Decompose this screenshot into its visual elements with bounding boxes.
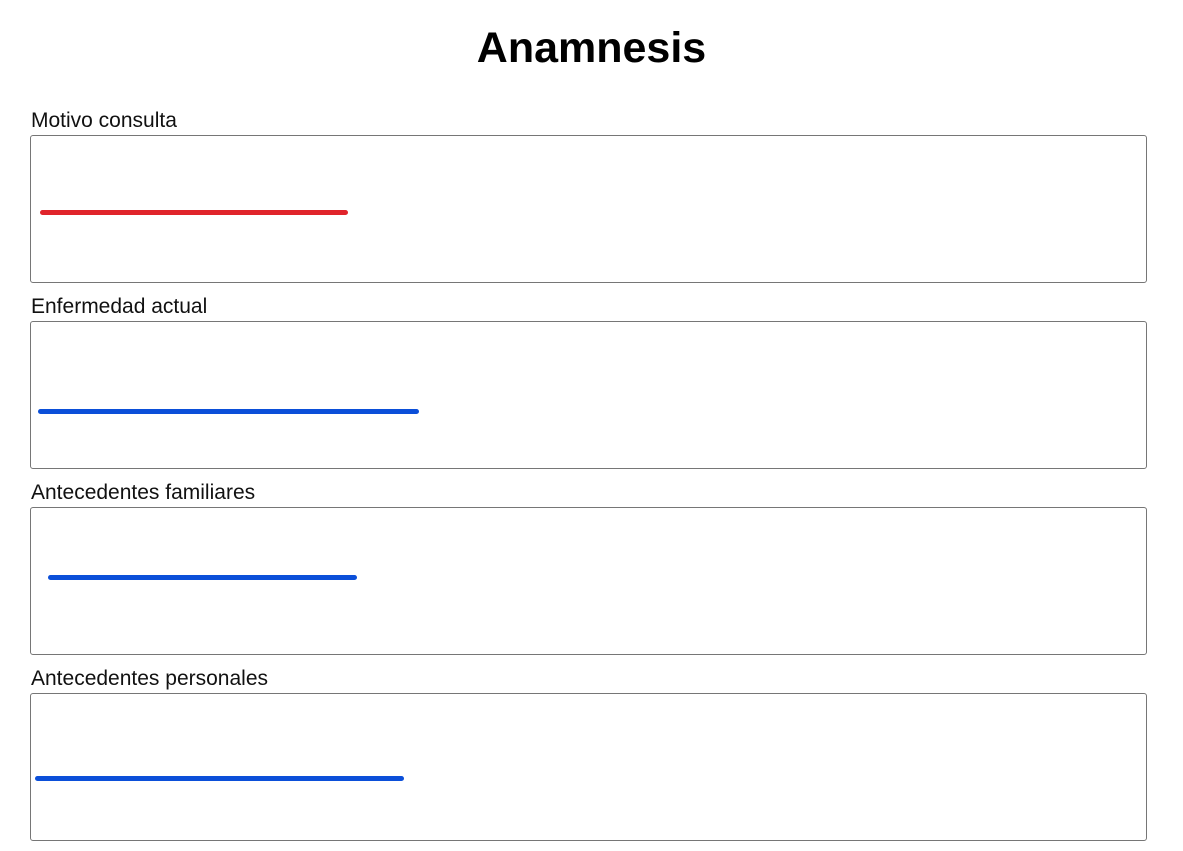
- antecedentes-familiares-drawing-field[interactable]: [30, 507, 1147, 655]
- handwriting-stroke: [38, 409, 419, 414]
- handwriting-stroke: [35, 776, 404, 781]
- motivo-consulta-label: Motivo consulta: [31, 109, 177, 132]
- antecedentes-personales-label: Antecedentes personales: [31, 667, 268, 690]
- enfermedad-actual-label: Enfermedad actual: [31, 295, 208, 318]
- page-title: Anamnesis: [476, 24, 707, 72]
- enfermedad-actual-drawing-field[interactable]: [30, 321, 1147, 469]
- handwriting-stroke: [40, 210, 348, 215]
- antecedentes-familiares-label: Antecedentes familiares: [31, 481, 256, 504]
- motivo-consulta-drawing-field[interactable]: [30, 135, 1147, 283]
- handwriting-stroke: [48, 575, 357, 580]
- antecedentes-personales-drawing-field[interactable]: [30, 693, 1147, 841]
